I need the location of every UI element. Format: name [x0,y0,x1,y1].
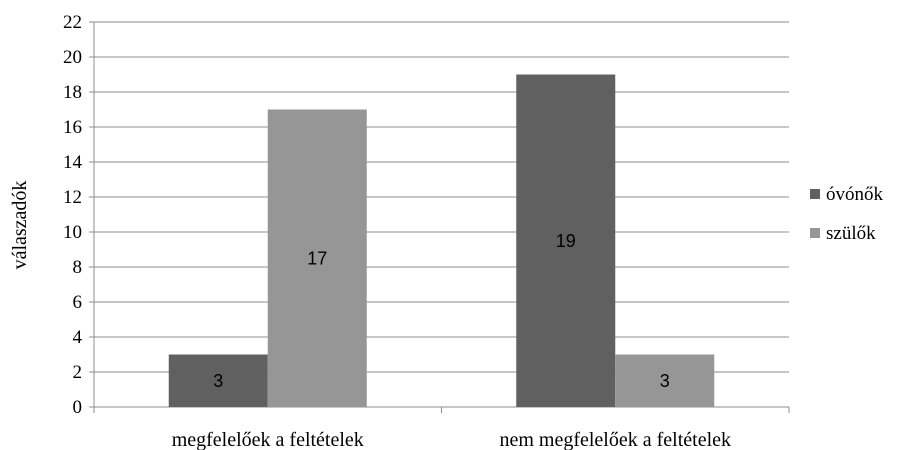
y-tick-label: 22 [63,12,82,33]
y-tick-label: 12 [63,187,82,208]
y-tick-label: 10 [63,222,82,243]
gridlines [94,21,789,373]
bar [168,354,268,407]
y-tick-label: 18 [63,82,82,103]
data-label: 3 [213,371,223,391]
y-tick-label: 16 [63,117,82,138]
axes [93,22,790,413]
y-tick-label: 4 [73,327,83,348]
bar [516,74,616,407]
y-tick-label: 20 [63,47,82,68]
bars [168,74,715,407]
y-tick-label: 14 [63,152,83,173]
legend-label: szülők [826,223,876,244]
y-axis-title: válaszadók [9,181,31,270]
bar [615,354,715,407]
y-axis-ticks: 0 2 4 6 8 10 12 14 16 18 20 22 [63,12,94,418]
y-tick-label: 8 [73,257,83,278]
x-axis-categories: megfelelőek a feltételek nem megfelelőek … [172,429,731,450]
data-label: 3 [660,371,670,391]
legend-swatch [810,228,820,238]
bar [267,109,367,407]
data-labels: 3 17 19 3 [213,231,670,391]
legend-swatch [810,189,820,199]
legend: óvónők szülők [810,184,884,244]
y-tick-label: 6 [73,292,83,313]
x-category-label: nem megfelelőek a feltételek [499,429,731,450]
data-label: 17 [307,248,327,268]
data-label: 19 [556,231,576,251]
legend-label: óvónők [826,184,884,205]
x-category-label: megfelelőek a feltételek [172,429,364,450]
y-tick-label: 0 [73,397,83,418]
y-tick-label: 2 [73,362,83,383]
